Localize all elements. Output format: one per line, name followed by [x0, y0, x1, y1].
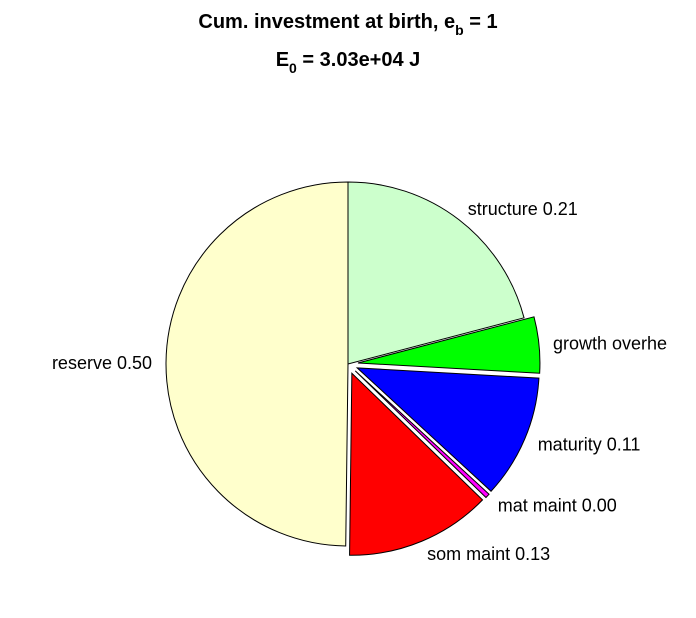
- pie-slices: [165, 181, 541, 556]
- pie-labels: structure 0.21 growth overhe maturity 0.11…: [52, 199, 667, 564]
- slice-mat-maint: [354, 370, 490, 499]
- chart-title: Cum. investment at birth, eb = 1: [198, 11, 497, 38]
- chart-subtitle: E0 = 3.03e+04 J: [276, 49, 421, 76]
- slice-growth-overhead: [357, 316, 541, 374]
- label-maturity: maturity 0.11: [538, 434, 641, 454]
- slice-maturity: [355, 367, 540, 492]
- label-structure: structure 0.21: [468, 199, 578, 219]
- label-reserve: reserve 0.50: [52, 353, 152, 373]
- slice-structure: [347, 181, 525, 365]
- label-mat-maint: mat maint 0.00: [498, 496, 617, 516]
- label-growth-overhead: growth overhe: [553, 333, 667, 353]
- slice-reserve: [165, 181, 349, 547]
- label-som-maint: som maint 0.13: [427, 544, 550, 564]
- slice-som-maint: [349, 372, 484, 556]
